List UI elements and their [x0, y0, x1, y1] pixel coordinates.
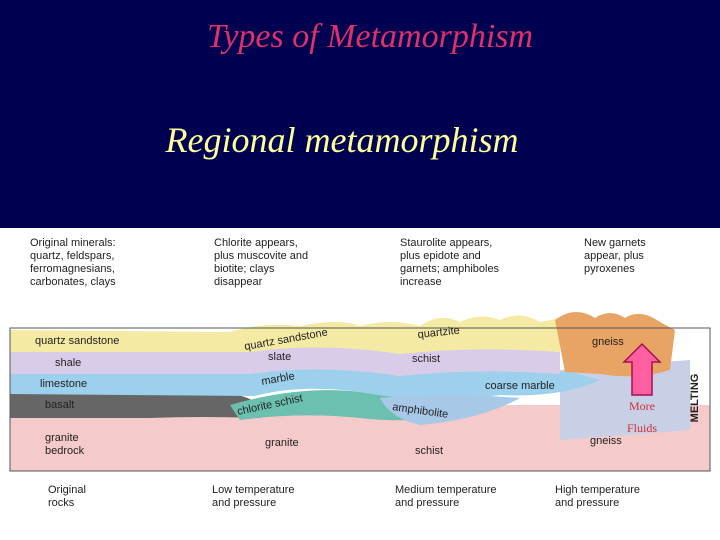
layer-label: shale — [55, 357, 81, 369]
sandstone-layer — [10, 315, 560, 354]
shale-layer — [10, 345, 560, 376]
header-text: New garnets appear, plus pyroxenes — [584, 237, 646, 275]
section-border — [9, 327, 711, 472]
footer-text: Low temperature and pressure — [212, 484, 295, 509]
footer-text: Medium temperature and pressure — [395, 484, 497, 509]
layer-label: granite — [45, 432, 79, 444]
slide-title: Types of Metamorphism — [207, 18, 533, 55]
footer-text: High temperature and pressure — [555, 484, 640, 509]
layer-label: quartz sandstone — [35, 335, 119, 347]
side-label: MELTING — [689, 374, 701, 423]
layer-label: limestone — [40, 378, 87, 390]
layer-label: marble — [260, 370, 295, 388]
header-text: Chlorite appears, plus muscovite and bioti… — [214, 237, 308, 288]
layer-label: granite — [265, 437, 299, 449]
layer-label: basalt — [45, 399, 74, 411]
limestone-layer — [10, 367, 600, 400]
layer-label: schist — [412, 353, 440, 365]
layer-label: gneiss — [592, 336, 624, 348]
layer-label: coarse marble — [485, 380, 555, 392]
footer-text: Original rocks — [48, 484, 86, 509]
header-text: Staurolite appears, plus epidote and garne… — [400, 237, 500, 288]
layer-label: slate — [268, 351, 291, 363]
fluid-arrow — [622, 342, 662, 396]
slide-subtitle: Regional metamorphism — [165, 120, 519, 160]
header-text: Original minerals: quartz, feldspars, ferr… — [30, 237, 116, 288]
layer-label: bedrock — [45, 445, 85, 457]
layer-label: quartzite — [417, 325, 460, 341]
header-band — [0, 0, 720, 228]
arrow-label: More Fluids — [627, 399, 657, 435]
amphibolite-layer — [380, 395, 520, 425]
basalt-layer — [10, 391, 260, 418]
layer-label: schist — [415, 445, 443, 457]
rock-section — [9, 311, 711, 472]
layer-label: gneiss — [590, 435, 622, 447]
